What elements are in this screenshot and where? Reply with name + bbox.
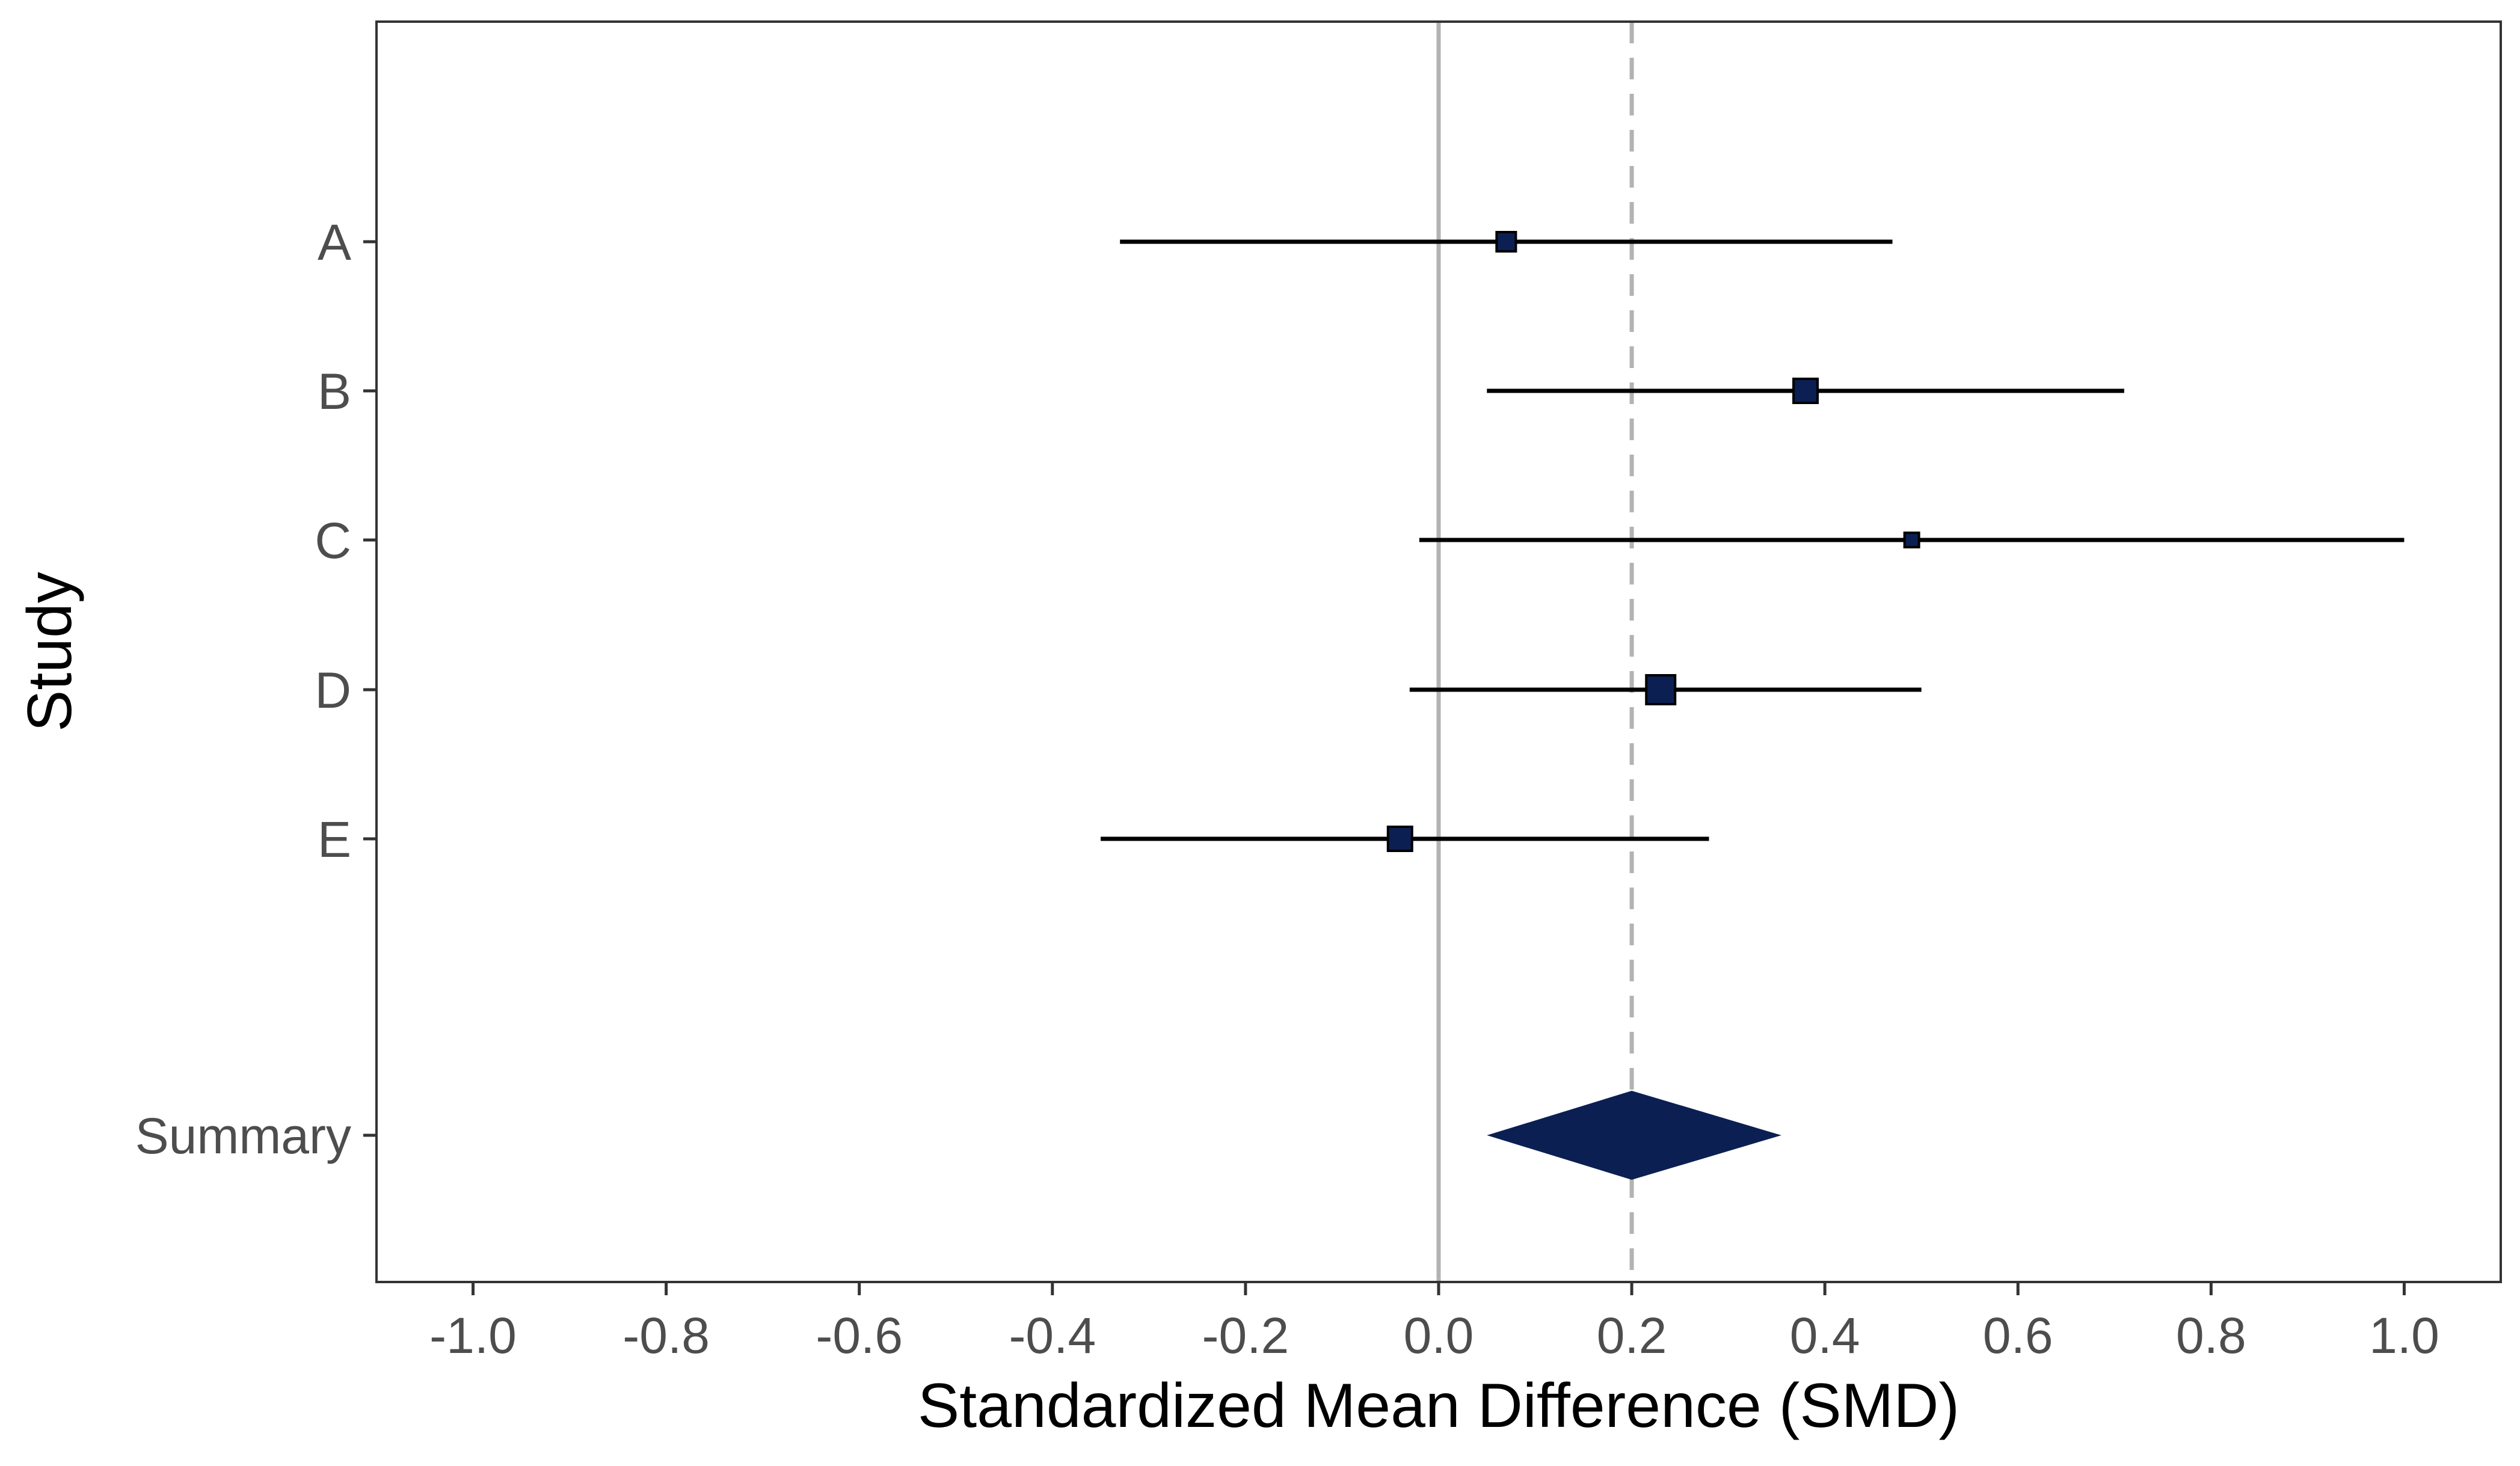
reference-lines <box>1436 22 1634 1282</box>
x-tick-label: -1.0 <box>429 1307 517 1364</box>
summary-row <box>1487 1091 1781 1180</box>
x-tick-label: -0.6 <box>816 1307 903 1364</box>
x-tick-label: -0.4 <box>1009 1307 1096 1364</box>
y-tick-label-d: D <box>315 662 351 719</box>
y-tick-label-c: C <box>315 512 351 569</box>
x-tick-label: -0.2 <box>1202 1307 1289 1364</box>
point-estimate-e <box>1386 826 1413 852</box>
x-tick-label: 0.0 <box>1404 1307 1474 1364</box>
y-tick-label-summary: Summary <box>135 1108 351 1164</box>
x-axis-title: Standardized Mean Difference (SMD) <box>918 1371 1959 1441</box>
summary-diamond <box>1487 1091 1781 1180</box>
point-estimate-c <box>1903 532 1920 548</box>
y-axis-title: Study <box>15 572 85 732</box>
point-estimate-a <box>1495 231 1517 253</box>
x-tick-label: 0.2 <box>1597 1307 1667 1364</box>
x-tick-label: 0.4 <box>1790 1307 1860 1364</box>
x-tick-label: 0.8 <box>2176 1307 2246 1364</box>
point-estimate-b <box>1792 378 1819 404</box>
y-tick-label-b: B <box>318 363 351 420</box>
point-estimate-d <box>1645 674 1677 705</box>
y-tick-label-a: A <box>318 214 351 271</box>
y-axis: A B C D E Summary <box>135 214 376 1164</box>
study-rows <box>1101 231 2405 852</box>
x-tick-label: 1.0 <box>2369 1307 2439 1364</box>
y-tick-label-e: E <box>318 811 351 868</box>
x-tick-label: -0.8 <box>622 1307 710 1364</box>
x-axis: -1.0 -0.8 -0.6 -0.4 -0.2 0.0 0.2 0.4 0.6 0.8 1.0 <box>429 1282 2439 1364</box>
x-tick-label: 0.6 <box>1983 1307 2053 1364</box>
